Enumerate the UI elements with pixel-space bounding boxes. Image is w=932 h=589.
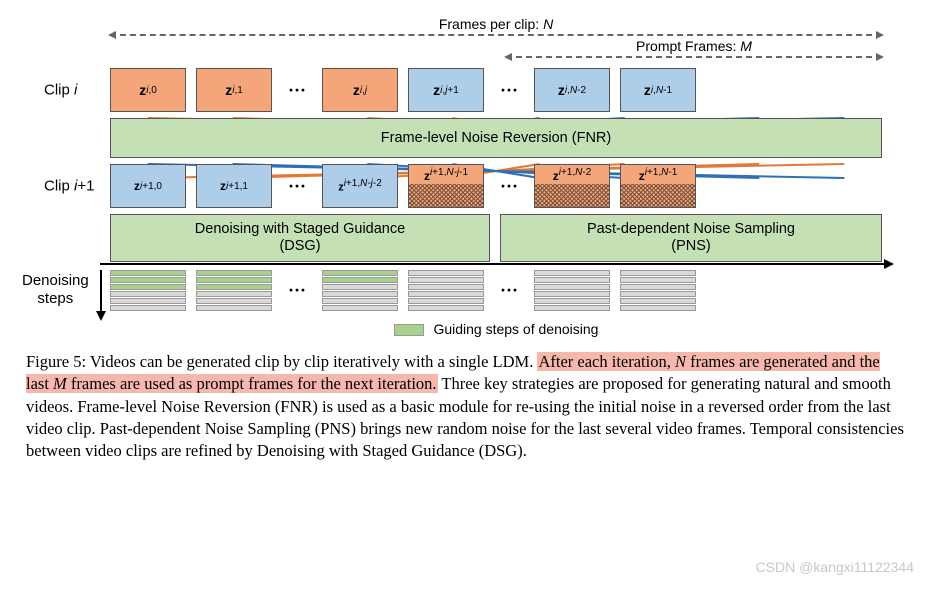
clip-i-box-j1: zi,j+1: [408, 68, 484, 112]
denoising-stack: [196, 270, 272, 311]
denoising-axis-arrow: [100, 270, 102, 319]
dots: ···: [282, 68, 312, 112]
prompt-frames-label: Prompt Frames: M: [632, 38, 756, 54]
denoising-steps-row: Denoisingsteps ··· ···: [110, 270, 882, 311]
dots: ···: [494, 68, 524, 112]
clip-ip1-box-1: zi+1,1: [196, 164, 272, 208]
clip-ip1-box-njm2: zi+1,N-j-2: [322, 164, 398, 208]
clip-i-box-1: zi,1: [196, 68, 272, 112]
caption-prefix: Figure 5: Videos can be generated clip b…: [26, 352, 537, 371]
legend: Guiding steps of denoising: [110, 321, 882, 337]
clip-i-box-0: zi,0: [110, 68, 186, 112]
legend-label: Guiding steps of denoising: [433, 321, 598, 337]
clip-ip1-box-n1: zi+1,N-1: [620, 164, 696, 208]
fnr-bar: Frame-level Noise Reversion (FNR): [110, 118, 882, 158]
figure-container: Frames per clip: N Prompt Frames: M Clip…: [0, 0, 932, 589]
dots: ···: [494, 270, 524, 311]
denoising-stack: [620, 270, 696, 311]
clip-i-label: Clip i: [44, 82, 77, 99]
noise-pattern: [535, 184, 609, 207]
dsg-bar: Denoising with Staged Guidance(DSG): [110, 214, 490, 262]
denoising-stack: [110, 270, 186, 311]
frames-per-clip-span: Frames per clip: N: [110, 34, 882, 36]
pns-bar: Past-dependent Noise Sampling(PNS): [500, 214, 882, 262]
legend-swatch: [394, 324, 424, 336]
dots: ···: [494, 164, 524, 208]
clip-i-box-n2: zi,N-2: [534, 68, 610, 112]
watermark: CSDN @kangxi11122344: [756, 559, 914, 575]
clip-ip1-label: Clip i+1: [44, 178, 94, 195]
clip-i-box-n1: zi,N-1: [620, 68, 696, 112]
fnr-row: Frame-level Noise Reversion (FNR): [110, 118, 882, 158]
dots: ···: [282, 164, 312, 208]
time-axis-arrow: [100, 263, 892, 265]
noise-pattern: [621, 184, 695, 207]
clip-ip1-box-n2: zi+1,N-2: [534, 164, 610, 208]
clip-i-box-j: zi,j: [322, 68, 398, 112]
denoising-label: Denoisingsteps: [22, 272, 89, 308]
noise-pattern: [409, 184, 483, 207]
prompt-frames-span: Prompt Frames: M: [506, 56, 882, 58]
frames-per-clip-label: Frames per clip: N: [435, 16, 557, 32]
clip-ip1-row: Clip i+1 zi+1,0 zi+1,1 ··· zi+1,N-j-2 zi…: [110, 164, 882, 208]
clip-ip1-box-0: zi+1,0: [110, 164, 186, 208]
dsg-pns-row: Denoising with Staged Guidance(DSG) Past…: [110, 214, 882, 262]
denoising-stack: [408, 270, 484, 311]
figure-caption: Figure 5: Videos can be generated clip b…: [20, 351, 912, 462]
clip-ip1-box-njm1: zi+1,N-j-1: [408, 164, 484, 208]
denoising-stack: [534, 270, 610, 311]
dots: ···: [282, 270, 312, 311]
diagram-area: Frames per clip: N Prompt Frames: M Clip…: [110, 12, 882, 337]
top-span-arrows: Frames per clip: N Prompt Frames: M: [110, 12, 882, 62]
clip-i-row: Clip i zi,0 zi,1 ··· zi,j zi,j+1 ··· zi,…: [110, 68, 882, 112]
denoising-stack: [322, 270, 398, 311]
